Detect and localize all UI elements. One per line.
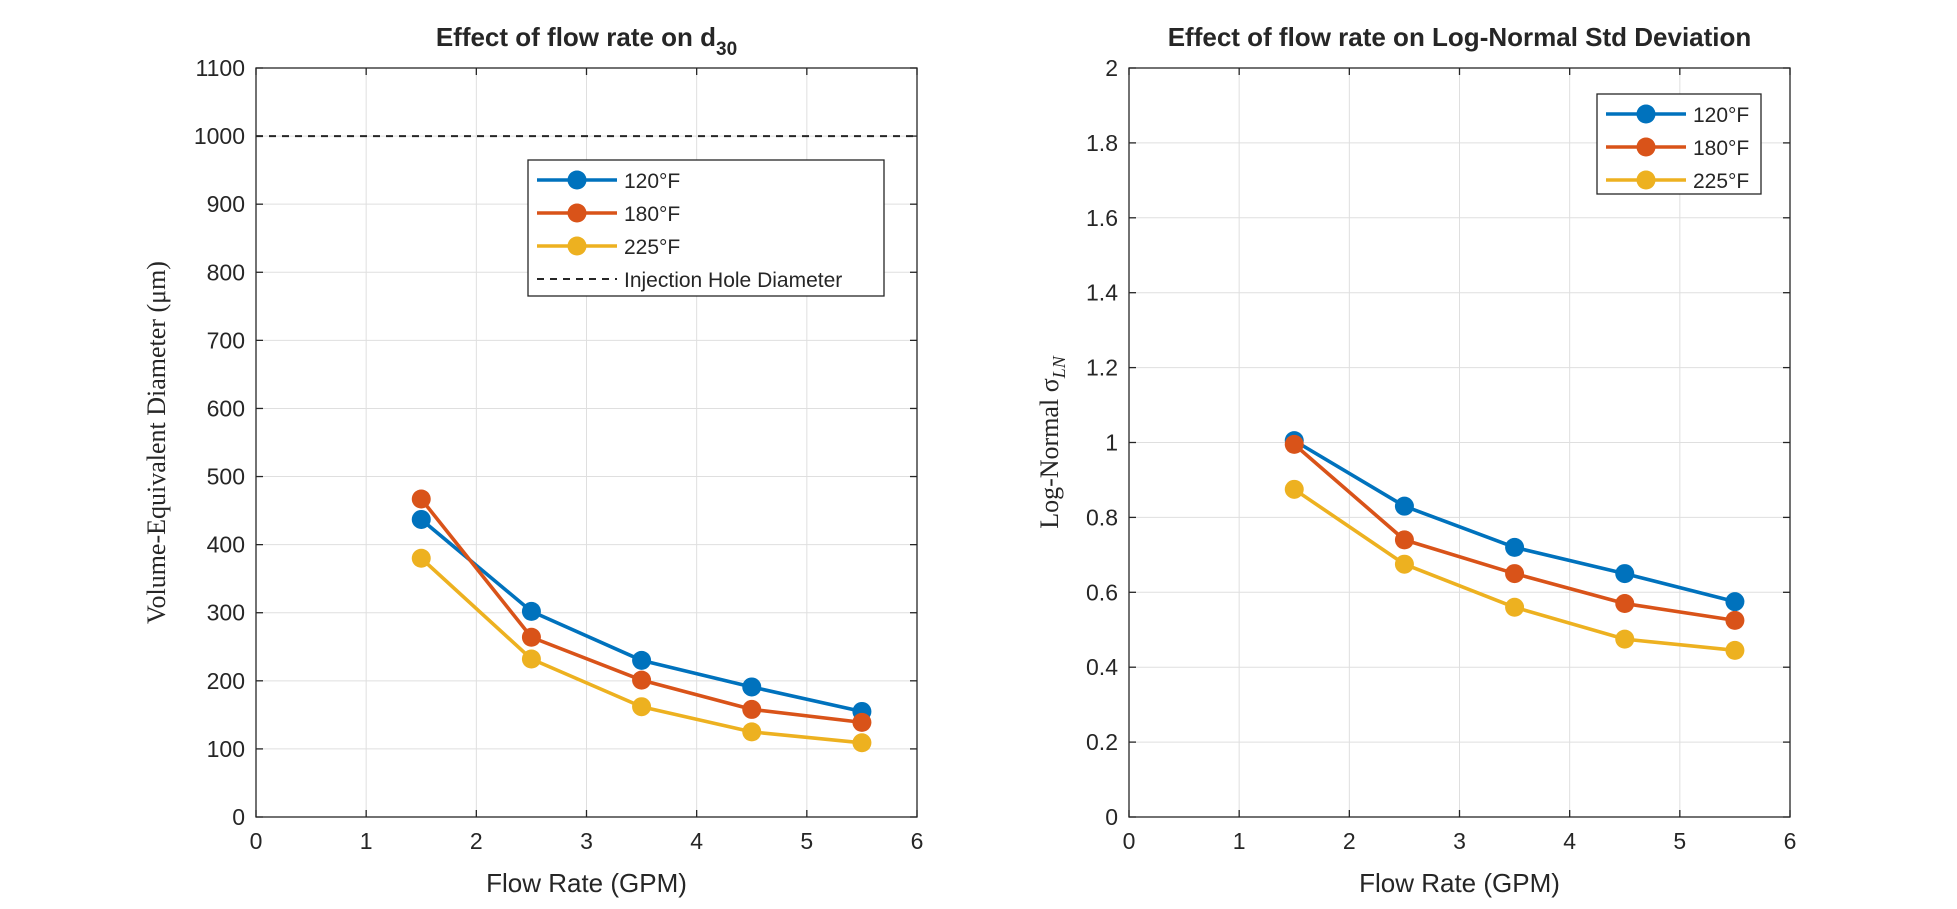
y-tick-label: 1.6 xyxy=(1086,205,1118,231)
chart-1: 0 1 2 3 4 5 6 0 100 200 300 400 500 600 700 800 900 1000 1… xyxy=(142,22,923,898)
data-point xyxy=(632,670,652,690)
legend-box xyxy=(1596,93,1762,195)
y-tick-label: 0.4 xyxy=(1086,654,1118,680)
data-point xyxy=(1725,640,1745,660)
data-point xyxy=(1394,554,1414,574)
legend-box xyxy=(527,159,885,297)
data-point xyxy=(411,489,431,509)
x-tick-label: 6 xyxy=(1784,828,1797,854)
x-tick-label: 0 xyxy=(250,828,263,854)
legend-label: Injection Hole Diameter xyxy=(624,269,842,292)
y-tick-label: 1.8 xyxy=(1086,130,1118,156)
data-point xyxy=(1615,629,1635,649)
y-tick-label: 600 xyxy=(207,395,245,421)
y-tick-label: 1.4 xyxy=(1086,280,1118,306)
y-tick-label: 400 xyxy=(207,532,245,558)
x-tick-label: 2 xyxy=(470,828,483,854)
chart-title: Effect of flow rate on d30 xyxy=(436,22,737,60)
x-tick-label: 3 xyxy=(1453,828,1466,854)
y-tick-label: 0.8 xyxy=(1086,504,1118,530)
legend-marker xyxy=(1636,137,1656,157)
x-tick-label: 6 xyxy=(911,828,924,854)
y-tick-label: 1 xyxy=(1105,430,1118,456)
chart-2: 0 1 2 3 4 5 6 0 0.2 0.4 0.6 0.8 1 1.2 1.4 1.6 1.8 2 Effect… xyxy=(1035,22,1796,898)
y-tick-label: 0 xyxy=(232,804,245,830)
x-axis-label: Flow Rate (GPM) xyxy=(1359,868,1560,898)
x-tick-label: 1 xyxy=(360,828,373,854)
y-tick-label: 300 xyxy=(207,600,245,626)
series-3 xyxy=(1284,479,1745,660)
x-tick-label: 0 xyxy=(1123,828,1136,854)
y-tick-label: 0 xyxy=(1105,804,1118,830)
data-point xyxy=(742,699,762,719)
legend: 120°F 180°F 225°F Injection Hole Diameter xyxy=(527,159,885,297)
data-point xyxy=(521,649,541,669)
chart-title: Effect of flow rate on Log-Normal Std De… xyxy=(1168,22,1752,52)
data-point xyxy=(1505,564,1525,584)
x-tick-label: 5 xyxy=(1673,828,1686,854)
data-point xyxy=(411,548,431,568)
data-point xyxy=(632,697,652,717)
legend-marker xyxy=(567,170,587,190)
series-2 xyxy=(411,489,872,732)
data-point xyxy=(1725,592,1745,612)
data-point xyxy=(742,722,762,742)
data-point xyxy=(521,627,541,647)
data-point xyxy=(742,677,762,697)
y-tick-label: 800 xyxy=(207,259,245,285)
x-tick-label: 2 xyxy=(1343,828,1356,854)
x-tick-label: 1 xyxy=(1233,828,1246,854)
x-tick-label: 4 xyxy=(1563,828,1576,854)
y-tick-label: 1100 xyxy=(196,55,245,81)
legend-marker xyxy=(1636,104,1656,124)
legend-marker xyxy=(567,236,587,256)
data-point xyxy=(1615,564,1635,584)
data-point xyxy=(852,733,872,753)
data-point xyxy=(852,712,872,732)
legend-label: 225°F xyxy=(1693,170,1749,193)
data-point xyxy=(1725,610,1745,630)
legend-label: 225°F xyxy=(624,236,680,259)
series-1 xyxy=(1284,431,1745,612)
legend-label: 120°F xyxy=(1693,104,1749,127)
data-point xyxy=(1505,537,1525,557)
y-tick-label: 900 xyxy=(207,191,245,217)
data-point xyxy=(1284,479,1304,499)
legend-label: 180°F xyxy=(1693,137,1749,160)
y-tick-label: 1.2 xyxy=(1086,355,1118,381)
data-point xyxy=(1505,597,1525,617)
data-point xyxy=(1615,594,1635,614)
data-point xyxy=(1394,496,1414,516)
y-axis-label: Volume-Equivalent Diameter (μm) xyxy=(142,261,171,624)
data-point xyxy=(1284,434,1304,454)
y-tick-label: 2 xyxy=(1105,55,1118,81)
data-point xyxy=(1394,530,1414,550)
x-tick-label: 3 xyxy=(580,828,593,854)
y-tick-label: 200 xyxy=(207,668,245,694)
y-tick-label: 100 xyxy=(207,736,245,762)
y-tick-label: 500 xyxy=(207,464,245,490)
y-axis-label: Log-Normal σLN xyxy=(1035,355,1069,528)
x-tick-label: 4 xyxy=(690,828,703,854)
legend-marker xyxy=(1636,170,1656,190)
y-tick-label: 1000 xyxy=(194,123,245,149)
y-tick-label: 700 xyxy=(207,327,245,353)
chart-title-subscript: 30 xyxy=(716,39,737,60)
x-axis-label: Flow Rate (GPM) xyxy=(486,868,687,898)
legend-marker xyxy=(567,203,587,223)
series-2 xyxy=(1284,434,1745,630)
y-tick-label: 0.2 xyxy=(1086,729,1118,755)
data-point xyxy=(521,601,541,621)
data-point xyxy=(632,650,652,670)
data-point xyxy=(411,509,431,529)
legend-label: 180°F xyxy=(624,203,680,226)
y-axis-label-subscript: LN xyxy=(1049,355,1069,379)
legend: 120°F 180°F 225°F xyxy=(1596,93,1762,195)
y-tick-label: 0.6 xyxy=(1086,579,1118,605)
x-tick-label: 5 xyxy=(800,828,813,854)
legend-label: 120°F xyxy=(624,170,680,193)
series-3 xyxy=(411,548,872,753)
